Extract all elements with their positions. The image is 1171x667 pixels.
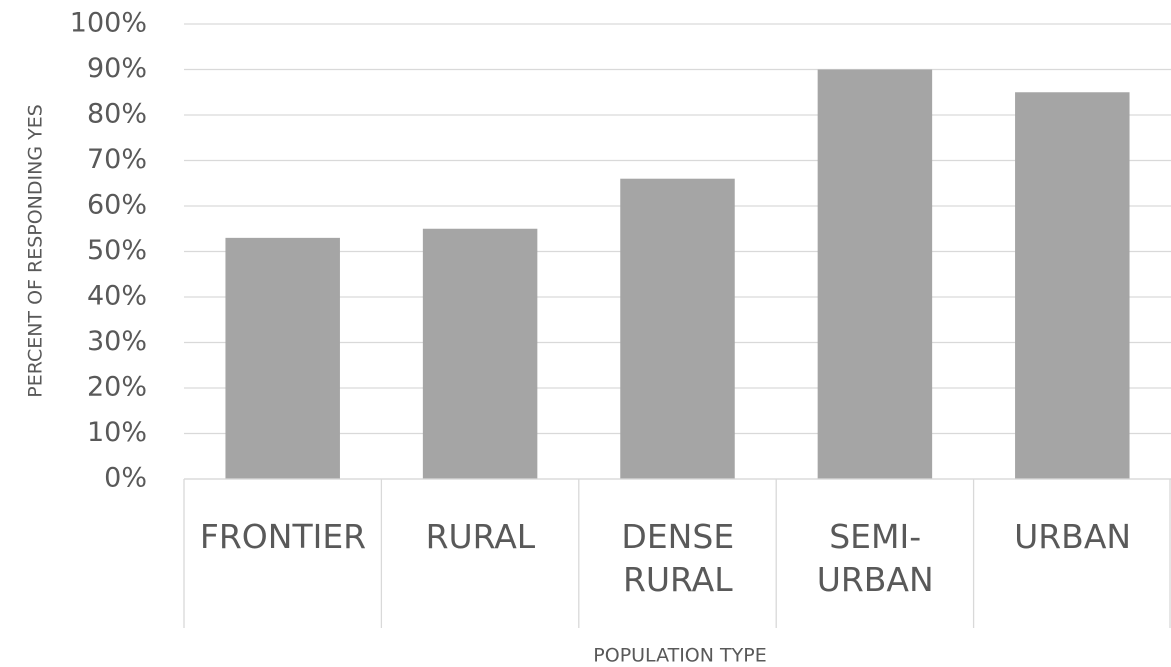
x-tick-label: DENSE RURAL <box>621 517 735 599</box>
y-tick-label: 80% <box>87 99 147 130</box>
y-tick-label: 100% <box>70 8 147 39</box>
x-tick-label: FRONTIER <box>199 517 367 556</box>
y-tick-label: 30% <box>87 326 147 357</box>
y-tick-label: 90% <box>87 53 147 84</box>
bar <box>1015 92 1130 479</box>
y-tick-label: 70% <box>87 144 147 175</box>
y-tick-label: 60% <box>87 190 147 221</box>
bar <box>225 237 340 479</box>
y-tick-label: 40% <box>87 281 147 312</box>
y-tick-label: 20% <box>87 372 147 403</box>
y-tick-label: 0% <box>104 463 147 494</box>
y-axis-title: PERCENT OF RESPONDING YES <box>25 104 47 398</box>
x-tick-label: RURAL <box>425 517 536 556</box>
y-tick-label: 50% <box>87 235 147 266</box>
bar <box>817 69 933 479</box>
x-tick-label: URBAN <box>1014 517 1132 556</box>
bar <box>620 178 735 479</box>
x-axis-title: POPULATION TYPE <box>593 645 766 667</box>
y-tick-label: 10% <box>87 417 147 448</box>
bar <box>422 228 538 479</box>
x-tick-label: SEMI-URBAN <box>816 517 934 599</box>
